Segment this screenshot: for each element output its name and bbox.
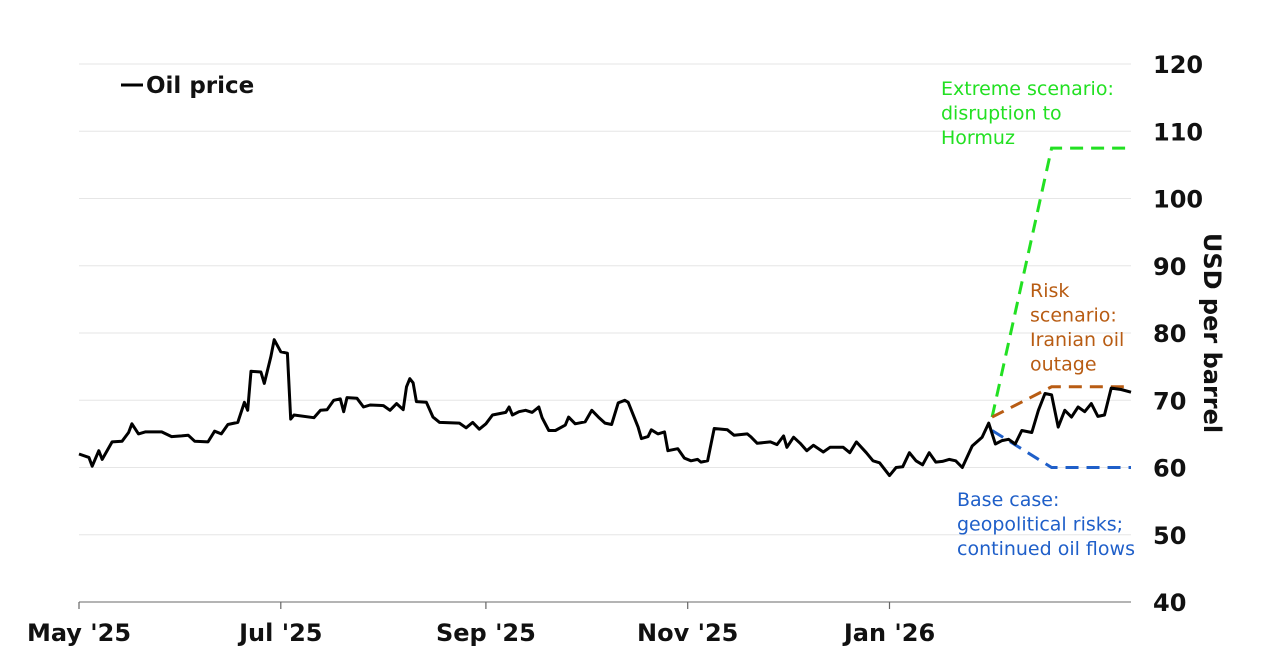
y-axis-ticks: 40 50 60 70 80 90 100 110 120 xyxy=(1153,51,1203,617)
x-axis-ticks: May '25 Jul '25 Sep '25 Nov '25 Jan '26 xyxy=(27,602,935,647)
legend-label: Oil price xyxy=(146,73,254,99)
scenario-annotation-1-line-2: Iranian oil xyxy=(1030,329,1124,351)
x-tick-label-3: Nov '25 xyxy=(637,619,738,647)
y-tick-label-70: 70 xyxy=(1153,387,1186,415)
y-tick-label-40: 40 xyxy=(1153,589,1186,617)
y-axis-label: USD per barrel xyxy=(1198,233,1226,433)
scenario-line-2 xyxy=(991,429,1131,469)
x-tick-label-4: Jan '26 xyxy=(842,619,935,647)
y-tick-label-60: 60 xyxy=(1153,455,1186,483)
x-tick-label-0: May '25 xyxy=(27,619,131,647)
scenario-annotation-1-line-0: Risk xyxy=(1030,280,1069,302)
y-tick-label-100: 100 xyxy=(1153,186,1203,214)
scenario-annotation-2-line-0: Base case: xyxy=(957,489,1059,511)
y-tick-label-120: 120 xyxy=(1153,51,1203,79)
gridlines xyxy=(79,63,1131,536)
series-line-oil-price xyxy=(78,338,1132,478)
scenario-line-1 xyxy=(991,385,1131,419)
x-tick-label-2: Sep '25 xyxy=(436,619,536,647)
scenario-annotation-1-line-3: outage xyxy=(1030,354,1097,376)
scenario-annotation-1-line-1: scenario: xyxy=(1030,305,1117,327)
scenario-annotation-0-line-1: disruption to xyxy=(941,103,1062,125)
x-tick-label-1: Jul '25 xyxy=(237,619,322,647)
y-tick-label-90: 90 xyxy=(1153,253,1186,281)
scenario-annotation-2-line-2: continued oil flows xyxy=(957,538,1135,560)
scenario-annotation-0-line-0: Extreme scenario: xyxy=(941,78,1114,100)
scenario-line-0 xyxy=(990,146,1131,418)
y-tick-label-80: 80 xyxy=(1153,320,1186,348)
y-tick-label-110: 110 xyxy=(1153,118,1203,146)
y-tick-label-50: 50 xyxy=(1153,522,1186,550)
scenario-annotation-2-line-1: geopolitical risks; xyxy=(957,514,1123,536)
legend: Oil price xyxy=(121,73,254,99)
series-lines xyxy=(78,338,1132,478)
scenario-annotation-0-line-2: Hormuz xyxy=(941,127,1015,149)
